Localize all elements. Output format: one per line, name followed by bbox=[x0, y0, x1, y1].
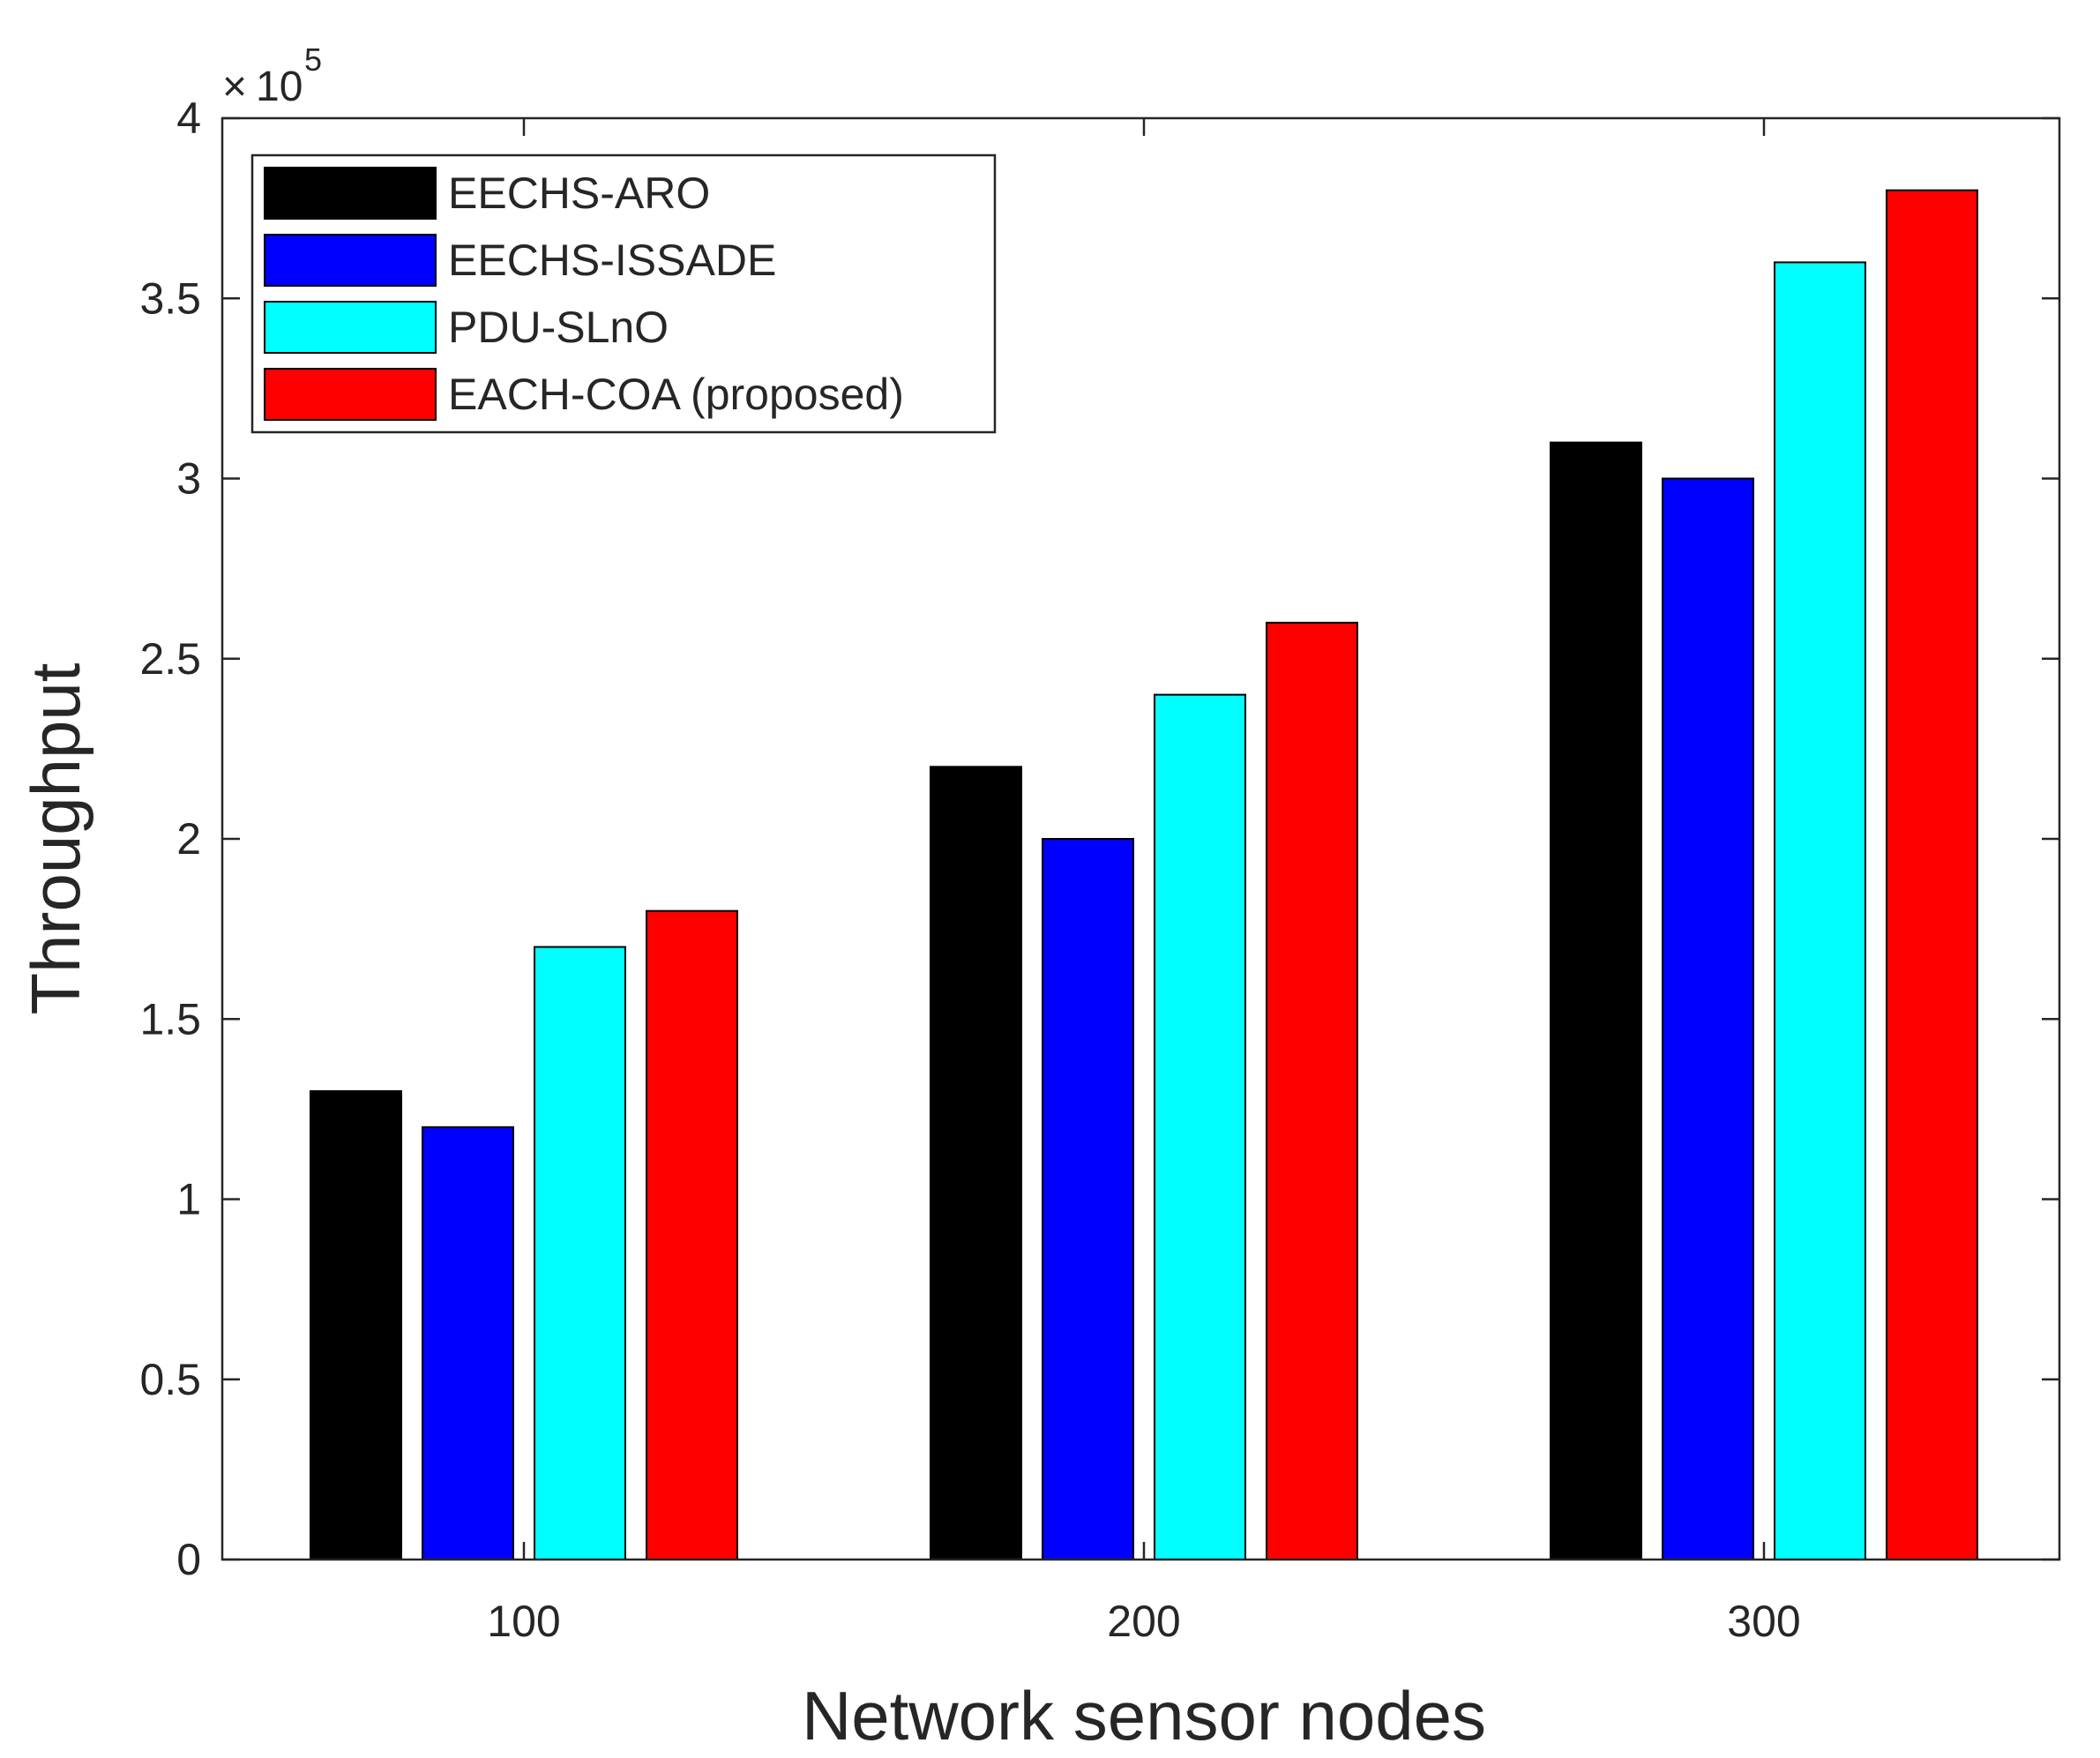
legend-swatch bbox=[264, 234, 437, 287]
bar-pdu-slno-200 bbox=[1154, 693, 1246, 1560]
y-tick-label: 3.5 bbox=[139, 273, 201, 323]
y-exponent-times: × bbox=[222, 64, 247, 110]
y-tick-label: 4 bbox=[176, 94, 201, 143]
bar-eechs-aro-100 bbox=[310, 1089, 402, 1560]
legend-swatch bbox=[264, 301, 437, 354]
x-axis-label: Network sensor nodes bbox=[802, 1677, 1486, 1754]
y-tick-label: 3 bbox=[176, 454, 201, 504]
y-axis: 0 0.5 1 1.5 2 2.5 3 3.5 4 bbox=[139, 94, 2059, 1584]
bar-eechs-issade-300 bbox=[1662, 477, 1754, 1560]
x-tick-label: 200 bbox=[1107, 1597, 1180, 1646]
bar-eechs-issade-200 bbox=[1042, 838, 1134, 1560]
bar-each-coa-proposed-300 bbox=[1886, 189, 1978, 1561]
bar-eechs-issade-100 bbox=[422, 1126, 514, 1561]
x-tick-label: 300 bbox=[1727, 1597, 1800, 1646]
bar-pdu-slno-100 bbox=[534, 946, 626, 1561]
y-tick-label: 1.5 bbox=[139, 994, 201, 1044]
y-axis-label: Throughput bbox=[17, 662, 94, 1014]
y-exponent-base: 10 bbox=[256, 64, 303, 110]
y-tick-label: 1 bbox=[176, 1175, 201, 1224]
y-exponent-power: 5 bbox=[304, 41, 322, 78]
x-tick-label: 100 bbox=[487, 1597, 560, 1646]
bar-each-coa-proposed-100 bbox=[646, 909, 738, 1560]
legend-label: EECHS-ISSADE bbox=[448, 236, 776, 285]
legend: EECHS-ARO EECHS-ISSADE PDU-SLnO EACH-COA (p… bbox=[250, 153, 997, 434]
bar-eechs-aro-200 bbox=[930, 766, 1022, 1560]
legend-swatch bbox=[264, 368, 437, 421]
y-tick-label: 2 bbox=[176, 814, 201, 864]
legend-label: EECHS-ARO bbox=[448, 168, 710, 218]
legend-items: EECHS-ARO EECHS-ISSADE PDU-SLnO EACH-COA (p… bbox=[264, 167, 904, 421]
legend-swatch bbox=[264, 167, 437, 220]
legend-label: PDU-SLnO bbox=[448, 303, 669, 352]
bar-each-coa-proposed-200 bbox=[1266, 621, 1358, 1560]
bar-pdu-slno-300 bbox=[1774, 261, 1866, 1560]
bar-eechs-aro-300 bbox=[1550, 441, 1642, 1560]
x-axis: 100 200 300 bbox=[487, 118, 1801, 1646]
y-tick-label: 0.5 bbox=[139, 1355, 201, 1404]
legend-label: EACH-COA (proposed) bbox=[448, 370, 904, 419]
bar-group bbox=[310, 189, 1978, 1561]
y-tick-label: 2.5 bbox=[139, 634, 201, 684]
y-tick-label: 0 bbox=[176, 1535, 201, 1584]
